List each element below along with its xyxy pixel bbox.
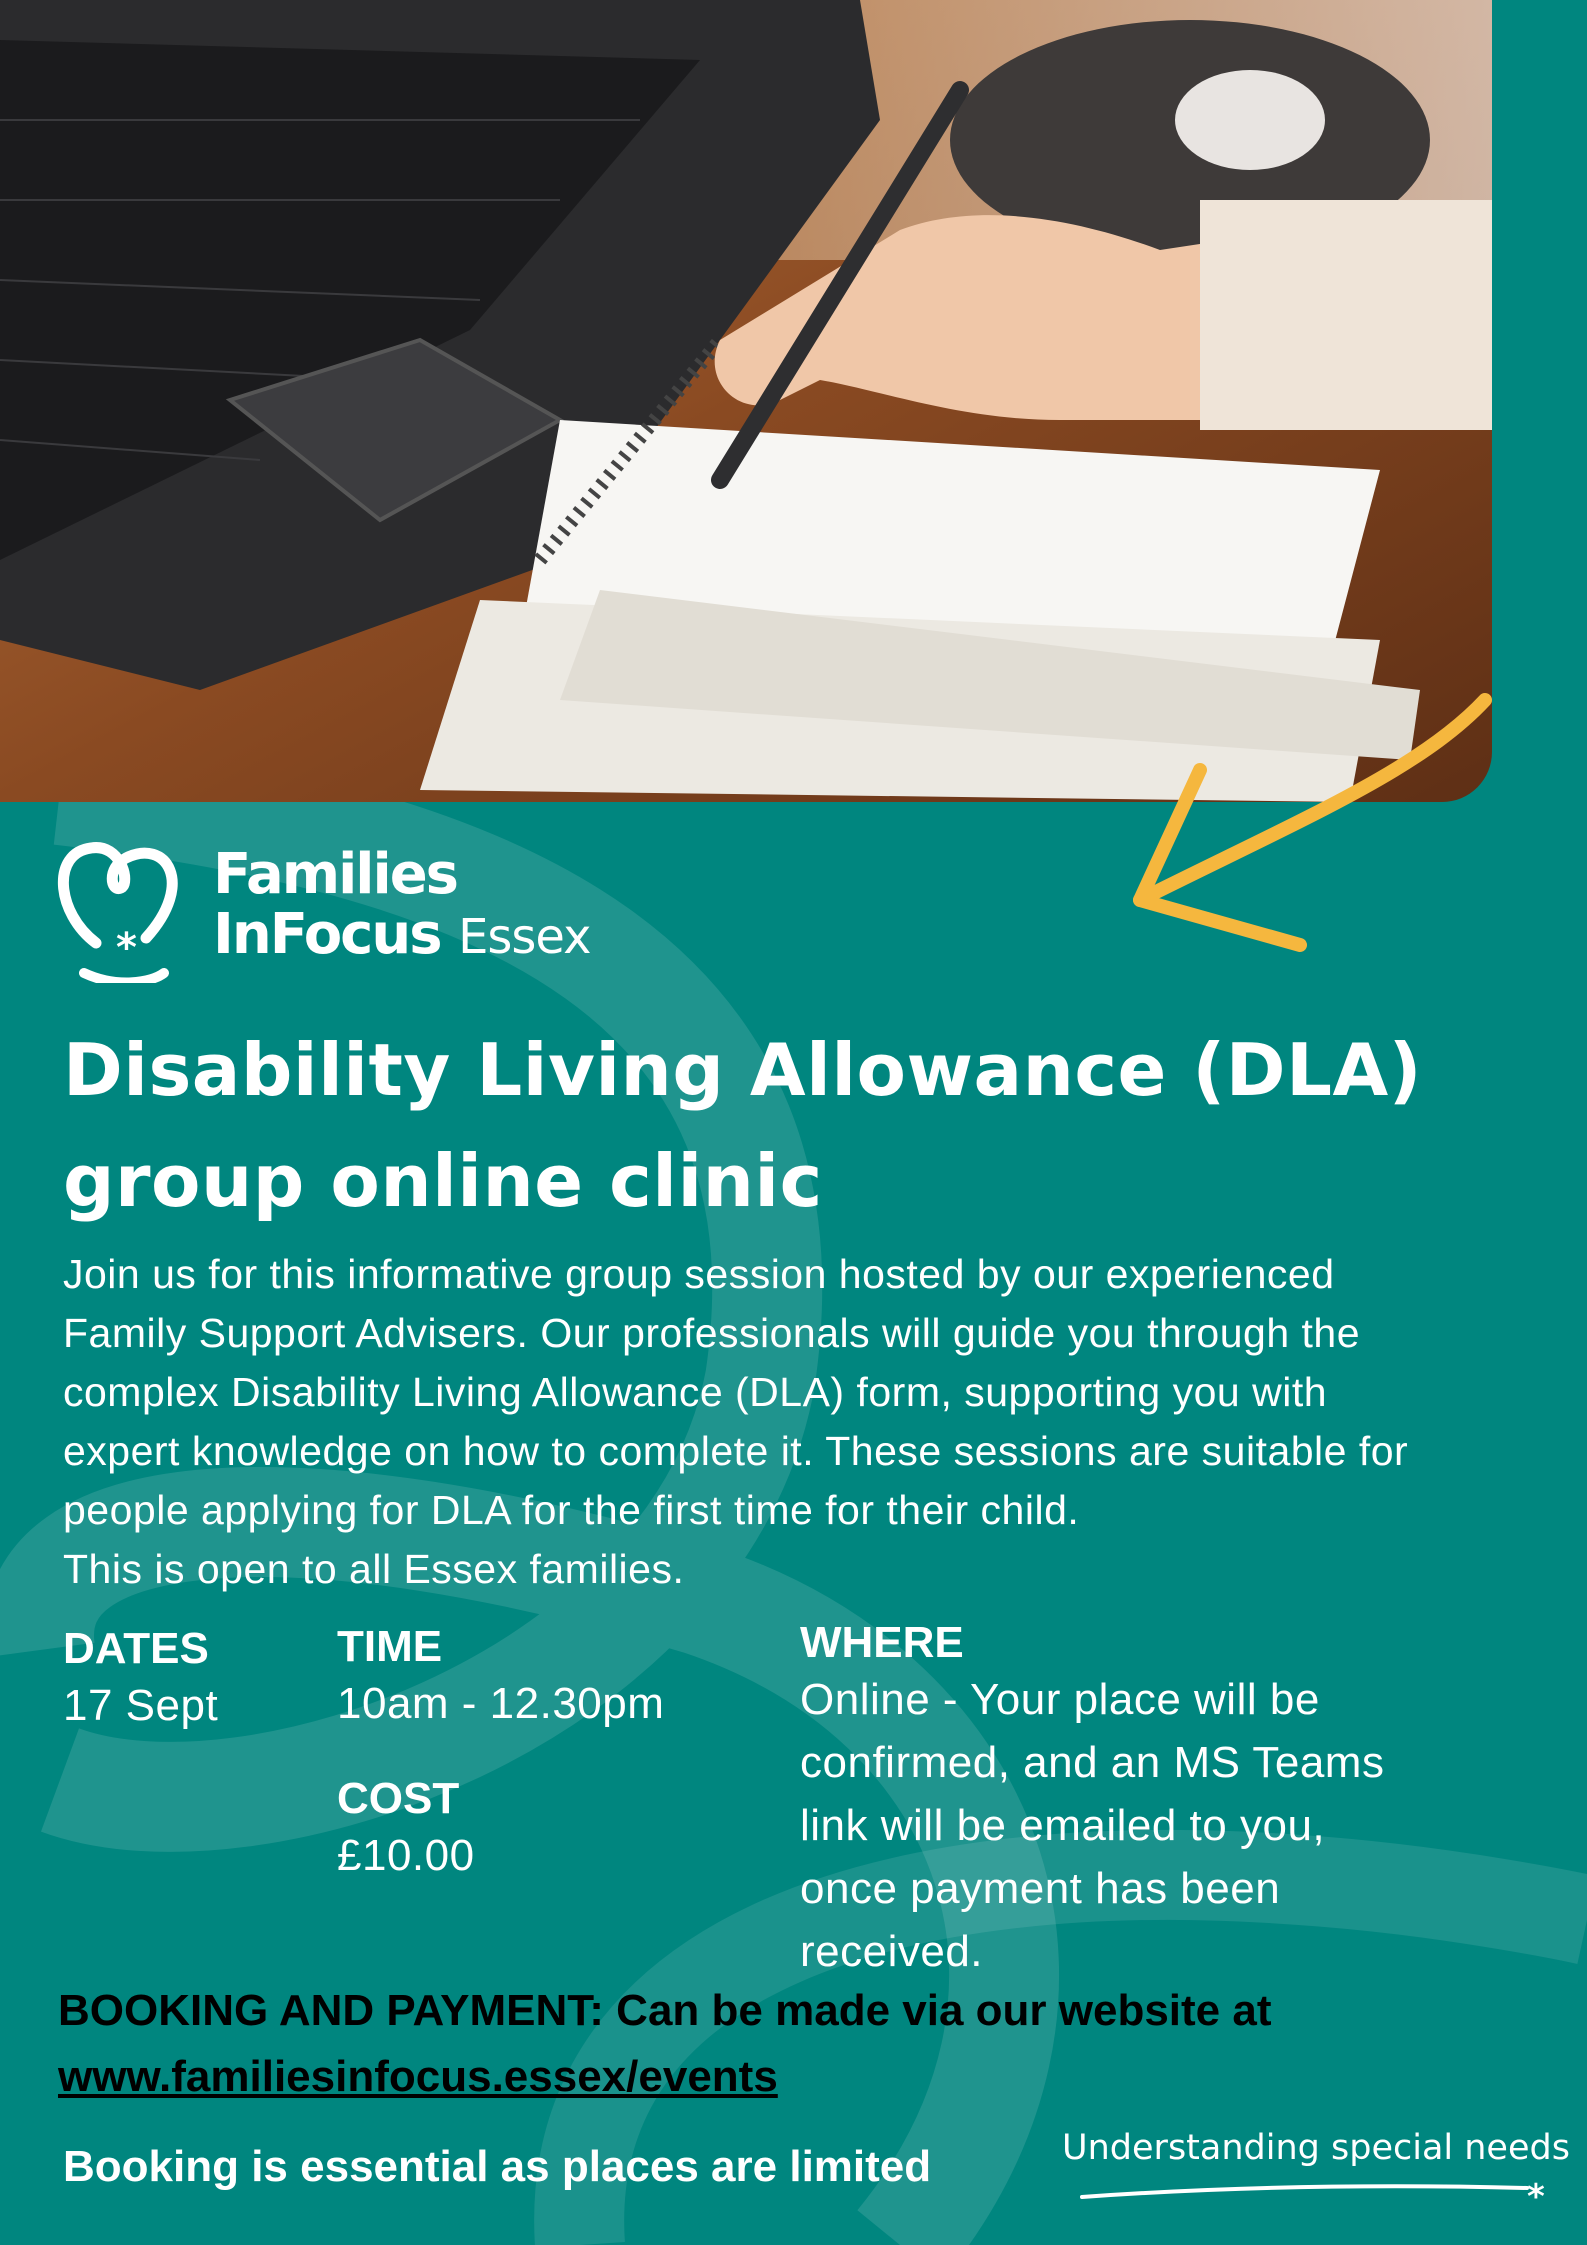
intro-line: expert knowledge on how to complete it. … [63, 1428, 1409, 1474]
where-label: WHERE [800, 1618, 964, 1667]
heart-logo-icon: * [57, 842, 178, 983]
where-line: once payment has been [800, 1864, 1281, 1913]
time-label: TIME [337, 1622, 443, 1671]
desk-writing-image [0, 0, 1492, 802]
where-block: WHERE Online - Your place will be confir… [800, 1618, 1384, 1983]
intro-line: This is open to all Essex families. [63, 1546, 685, 1592]
intro-line: people applying for DLA for the first ti… [63, 1487, 1080, 1533]
arrow-icon [1133, 693, 1492, 952]
dates-label: DATES [63, 1624, 209, 1673]
where-line: confirmed, and an MS Teams [800, 1738, 1385, 1787]
svg-text:*: * [1527, 2177, 1545, 2212]
booking-essential-note: Booking is essential as places are limit… [63, 2142, 932, 2191]
title-line1: Disability Living Allowance (DLA) [63, 1028, 1423, 1112]
logo-line1: Families [213, 842, 459, 907]
booking-info: BOOKING AND PAYMENT: Can be made via our… [58, 1978, 1272, 2110]
intro-line: Join us for this informative group sessi… [63, 1251, 1335, 1297]
logo-region: Essex [458, 909, 591, 965]
asterisk-icon: * [1080, 2177, 1545, 2212]
cost-value: £10.00 [337, 1831, 475, 1880]
tagline-text: Understanding special needs [1062, 2128, 1570, 2168]
intro-line: Family Support Advisers. Our professiona… [63, 1310, 1361, 1356]
title-line2: group online clinic [63, 1139, 823, 1223]
intro-text: Join us for this informative group sessi… [63, 1245, 1543, 1599]
time-block: TIME 10am - 12.30pm [337, 1622, 664, 1735]
svg-text:*: * [116, 925, 137, 971]
hero-photo [0, 0, 1492, 802]
dates-value: 17 Sept [63, 1681, 219, 1730]
where-line: link will be emailed to you, [800, 1801, 1326, 1850]
cost-block: COST £10.00 [337, 1774, 475, 1887]
where-line: Online - Your place will be [800, 1675, 1320, 1724]
where-line: received. [800, 1927, 984, 1976]
page-title: Disability Living Allowance (DLA) group … [63, 1015, 1422, 1237]
intro-line: complex Disability Living Allowance (DLA… [63, 1369, 1328, 1415]
cost-label: COST [337, 1774, 460, 1823]
booking-text: BOOKING AND PAYMENT: Can be made via our… [58, 1986, 1272, 2035]
tagline: Understanding special needs * [1062, 2128, 1570, 2212]
booking-link[interactable]: www.familiesinfocus.essex/events [58, 2052, 778, 2101]
time-value: 10am - 12.30pm [337, 1679, 665, 1728]
dates-block: DATES 17 Sept [63, 1624, 218, 1737]
logo-line2: InFocus [213, 902, 443, 967]
